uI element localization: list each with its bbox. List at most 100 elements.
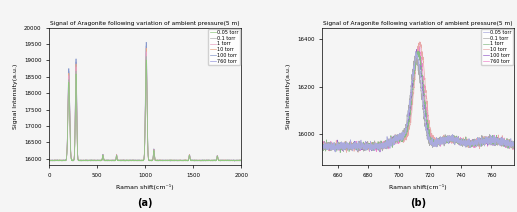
0.1 torr bbox=[413, 53, 419, 56]
100 torr bbox=[105, 160, 111, 162]
Text: (b): (b) bbox=[410, 198, 427, 208]
100 torr bbox=[186, 157, 192, 159]
10 torr bbox=[223, 159, 229, 161]
0.05 torr bbox=[413, 50, 419, 53]
0.1 torr bbox=[143, 55, 149, 58]
760 torr bbox=[143, 45, 149, 47]
10 torr bbox=[238, 159, 245, 161]
0.1 torr bbox=[511, 142, 517, 144]
0.1 torr bbox=[429, 139, 435, 141]
100 torr bbox=[405, 122, 411, 124]
10 torr bbox=[233, 159, 239, 162]
0.05 torr bbox=[429, 141, 435, 143]
Title: Signal of Aragonite following variation of ambient pressure(5 m): Signal of Aragonite following variation … bbox=[51, 21, 240, 26]
X-axis label: Raman shift(cm⁻¹): Raman shift(cm⁻¹) bbox=[116, 184, 174, 190]
10 torr bbox=[401, 137, 407, 139]
1 torr bbox=[238, 159, 245, 162]
1 torr bbox=[128, 159, 134, 162]
0.1 torr bbox=[199, 160, 205, 162]
1 torr bbox=[337, 151, 343, 154]
0.05 torr bbox=[319, 148, 325, 151]
760 torr bbox=[138, 159, 144, 162]
760 torr bbox=[342, 144, 348, 146]
100 torr bbox=[401, 134, 407, 137]
10 torr bbox=[138, 159, 144, 162]
Line: 1 torr: 1 torr bbox=[49, 52, 241, 161]
1 torr bbox=[138, 159, 144, 162]
100 torr bbox=[46, 159, 52, 162]
Legend: 0.05 torr, 0.1 torr, 1 torr, 10 torr, 100 torr, 760 torr: 0.05 torr, 0.1 torr, 1 torr, 10 torr, 10… bbox=[208, 29, 240, 65]
10 torr bbox=[417, 40, 423, 43]
Line: 0.05 torr: 0.05 torr bbox=[322, 52, 514, 152]
10 torr bbox=[343, 151, 349, 154]
10 torr bbox=[127, 159, 133, 162]
760 torr bbox=[223, 159, 229, 162]
10 torr bbox=[405, 129, 411, 131]
0.05 torr bbox=[127, 159, 133, 162]
0.1 torr bbox=[238, 159, 245, 162]
0.1 torr bbox=[334, 143, 340, 146]
760 torr bbox=[415, 45, 421, 47]
10 torr bbox=[186, 157, 192, 159]
0.1 torr bbox=[127, 159, 133, 162]
X-axis label: Raman shift(cm⁻¹): Raman shift(cm⁻¹) bbox=[389, 184, 447, 190]
1 torr bbox=[408, 103, 415, 106]
100 torr bbox=[334, 145, 340, 148]
Y-axis label: Signal Intensity(a.u.): Signal Intensity(a.u.) bbox=[286, 64, 292, 129]
760 torr bbox=[429, 140, 435, 143]
Text: (a): (a) bbox=[138, 198, 153, 208]
100 torr bbox=[414, 48, 420, 51]
760 torr bbox=[408, 103, 415, 106]
Line: 0.05 torr: 0.05 torr bbox=[49, 60, 241, 161]
10 torr bbox=[408, 113, 415, 116]
Line: 760 torr: 760 torr bbox=[49, 46, 241, 161]
0.05 torr bbox=[58, 160, 65, 162]
1 torr bbox=[511, 144, 517, 146]
Line: 0.1 torr: 0.1 torr bbox=[49, 56, 241, 161]
10 torr bbox=[46, 159, 52, 162]
10 torr bbox=[342, 141, 348, 143]
10 torr bbox=[183, 160, 189, 162]
760 torr bbox=[334, 143, 340, 146]
100 torr bbox=[429, 137, 435, 139]
Y-axis label: Signal Intensity(a.u.): Signal Intensity(a.u.) bbox=[13, 64, 19, 129]
100 torr bbox=[319, 146, 325, 148]
0.05 torr bbox=[46, 159, 52, 162]
Line: 10 torr: 10 torr bbox=[49, 48, 241, 161]
0.05 torr bbox=[233, 159, 239, 162]
1 torr bbox=[342, 144, 348, 146]
100 torr bbox=[127, 159, 133, 162]
Legend: 0.05 torr, 0.1 torr, 1 torr, 10 torr, 100 torr, 760 torr: 0.05 torr, 0.1 torr, 1 torr, 10 torr, 10… bbox=[481, 29, 513, 65]
10 torr bbox=[511, 142, 517, 145]
0.1 torr bbox=[408, 83, 415, 85]
1 torr bbox=[143, 50, 149, 53]
100 torr bbox=[377, 151, 383, 153]
1 torr bbox=[46, 159, 52, 162]
1 torr bbox=[233, 160, 239, 162]
100 torr bbox=[408, 97, 415, 99]
0.1 torr bbox=[319, 140, 325, 142]
760 torr bbox=[128, 159, 134, 162]
0.1 torr bbox=[340, 150, 346, 153]
1 torr bbox=[405, 129, 411, 131]
0.05 torr bbox=[223, 159, 229, 162]
0.05 torr bbox=[186, 157, 192, 160]
760 torr bbox=[373, 150, 379, 153]
760 torr bbox=[127, 159, 133, 162]
10 torr bbox=[319, 148, 325, 150]
100 torr bbox=[128, 159, 134, 162]
0.05 torr bbox=[511, 144, 517, 146]
Line: 100 torr: 100 torr bbox=[322, 49, 514, 152]
100 torr bbox=[233, 159, 239, 162]
760 torr bbox=[186, 157, 192, 159]
1 torr bbox=[415, 50, 421, 52]
1 torr bbox=[334, 144, 340, 146]
760 torr bbox=[232, 160, 238, 162]
0.05 torr bbox=[408, 90, 415, 93]
1 torr bbox=[223, 159, 229, 162]
1 torr bbox=[429, 137, 435, 140]
Line: 100 torr: 100 torr bbox=[49, 42, 241, 161]
760 torr bbox=[401, 134, 407, 137]
1 torr bbox=[186, 157, 192, 159]
10 torr bbox=[334, 143, 340, 146]
